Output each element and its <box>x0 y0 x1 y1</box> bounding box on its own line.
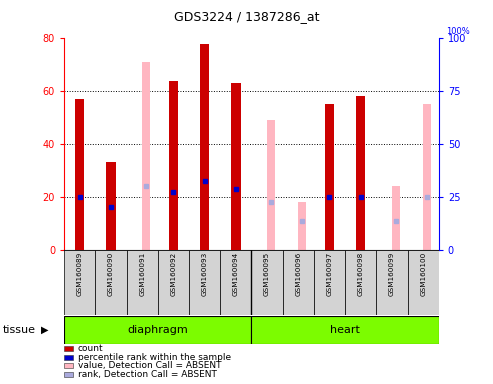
Text: GSM160100: GSM160100 <box>420 252 426 296</box>
Text: GSM160095: GSM160095 <box>264 252 270 296</box>
Text: GSM160097: GSM160097 <box>326 252 332 296</box>
Text: GSM160098: GSM160098 <box>358 252 364 296</box>
Bar <box>325 104 334 250</box>
Text: rank, Detection Call = ABSENT: rank, Detection Call = ABSENT <box>78 370 217 379</box>
Bar <box>106 162 115 250</box>
Bar <box>189 250 220 315</box>
Bar <box>158 250 189 315</box>
Text: GSM160089: GSM160089 <box>77 252 83 296</box>
Text: count: count <box>78 344 104 353</box>
Bar <box>408 250 439 315</box>
Bar <box>231 83 241 250</box>
Bar <box>251 316 439 344</box>
Bar <box>220 250 251 315</box>
Bar <box>298 202 306 250</box>
Bar <box>251 250 282 315</box>
Text: GSM160096: GSM160096 <box>295 252 301 296</box>
Bar <box>314 250 345 315</box>
Text: percentile rank within the sample: percentile rank within the sample <box>78 353 231 362</box>
Bar <box>267 120 275 250</box>
Text: GSM160099: GSM160099 <box>389 252 395 296</box>
Text: GSM160090: GSM160090 <box>108 252 114 296</box>
Text: GSM160092: GSM160092 <box>171 252 176 296</box>
Text: tissue: tissue <box>2 325 35 335</box>
Bar <box>392 186 400 250</box>
Bar <box>95 250 127 315</box>
Text: value, Detection Call = ABSENT: value, Detection Call = ABSENT <box>78 361 221 370</box>
Text: GDS3224 / 1387286_at: GDS3224 / 1387286_at <box>174 10 319 23</box>
Bar <box>423 104 431 250</box>
Text: diaphragm: diaphragm <box>127 325 188 335</box>
Text: GSM160094: GSM160094 <box>233 252 239 296</box>
Bar <box>169 81 178 250</box>
Bar <box>64 250 95 315</box>
Bar <box>345 250 376 315</box>
Bar <box>376 250 408 315</box>
Text: GSM160091: GSM160091 <box>139 252 145 296</box>
Bar <box>127 250 158 315</box>
Text: 100%: 100% <box>446 26 469 36</box>
Bar <box>282 250 314 315</box>
Text: heart: heart <box>330 325 360 335</box>
Bar <box>356 96 365 250</box>
Text: GSM160093: GSM160093 <box>202 252 208 296</box>
Bar <box>64 316 251 344</box>
Text: ▶: ▶ <box>41 325 48 335</box>
Bar <box>75 99 84 250</box>
Bar <box>142 62 150 250</box>
Bar <box>200 44 209 250</box>
